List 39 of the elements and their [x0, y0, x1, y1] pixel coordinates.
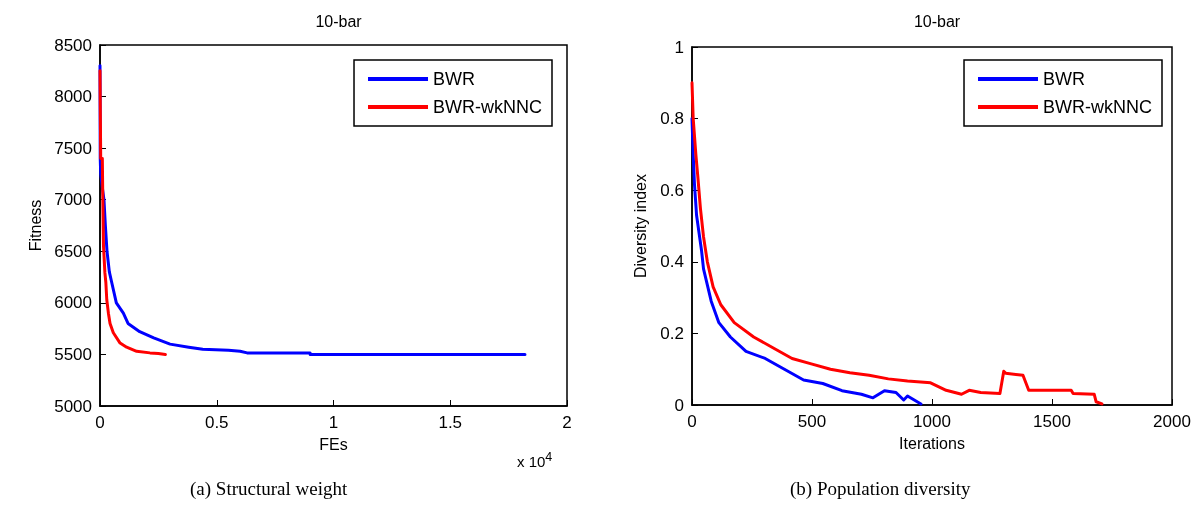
- y-tick-label: 0.2: [660, 323, 684, 343]
- x-tick-label: 0: [687, 412, 697, 431]
- x-tick-label: 1.5: [438, 413, 463, 432]
- chart-title: 10-bar: [913, 12, 961, 30]
- x-tick-label: 1500: [1033, 412, 1071, 431]
- x-tick-label: 1000: [913, 412, 951, 431]
- y-tick-label: 8500: [54, 35, 92, 55]
- y-tick-label: 6500: [54, 241, 92, 261]
- legend-label: BWR: [1043, 69, 1086, 89]
- y-tick-label: 0.6: [660, 180, 684, 200]
- line-series: [98, 69, 167, 356]
- y-tick-label: 8000: [54, 87, 92, 107]
- x-tick-label: 2: [562, 413, 572, 432]
- x-axis-title: FEs: [319, 435, 348, 453]
- x-tick-label: 0: [95, 413, 105, 432]
- text: x 10$^{4}$: [517, 450, 553, 470]
- y-axis-title: Diversity index: [631, 173, 649, 279]
- y-tick-label: 5500: [54, 344, 92, 364]
- y-tick-label: 7000: [54, 190, 92, 210]
- y-tick-label: 1: [674, 37, 684, 57]
- text: (a) Structural weight: [190, 478, 348, 500]
- x-axis-title: Iterations: [899, 434, 965, 452]
- y-tick-label: 0.8: [660, 109, 684, 129]
- legend-label: BWR: [433, 69, 476, 89]
- x-tick-label: 2000: [1153, 412, 1191, 431]
- y-tick-label: 6000: [54, 293, 92, 313]
- legend-label: BWR-wkNNC: [1043, 97, 1152, 117]
- legend-label: BWR-wkNNC: [433, 97, 542, 117]
- y-axis-title: Fitness: [26, 199, 44, 252]
- chart-title: 10-bar: [315, 12, 363, 30]
- line-series: [690, 117, 923, 406]
- x-tick-label: 1: [328, 413, 339, 432]
- text: (b) Population diversity: [790, 478, 971, 500]
- x-tick-label: 500: [797, 412, 827, 431]
- x-tick-label: 0.5: [204, 413, 229, 432]
- y-tick-label: 0.4: [660, 252, 684, 272]
- y-tick-label: 7500: [54, 138, 92, 158]
- y-tick-label: 0: [674, 395, 684, 415]
- y-tick-label: 5000: [54, 396, 92, 416]
